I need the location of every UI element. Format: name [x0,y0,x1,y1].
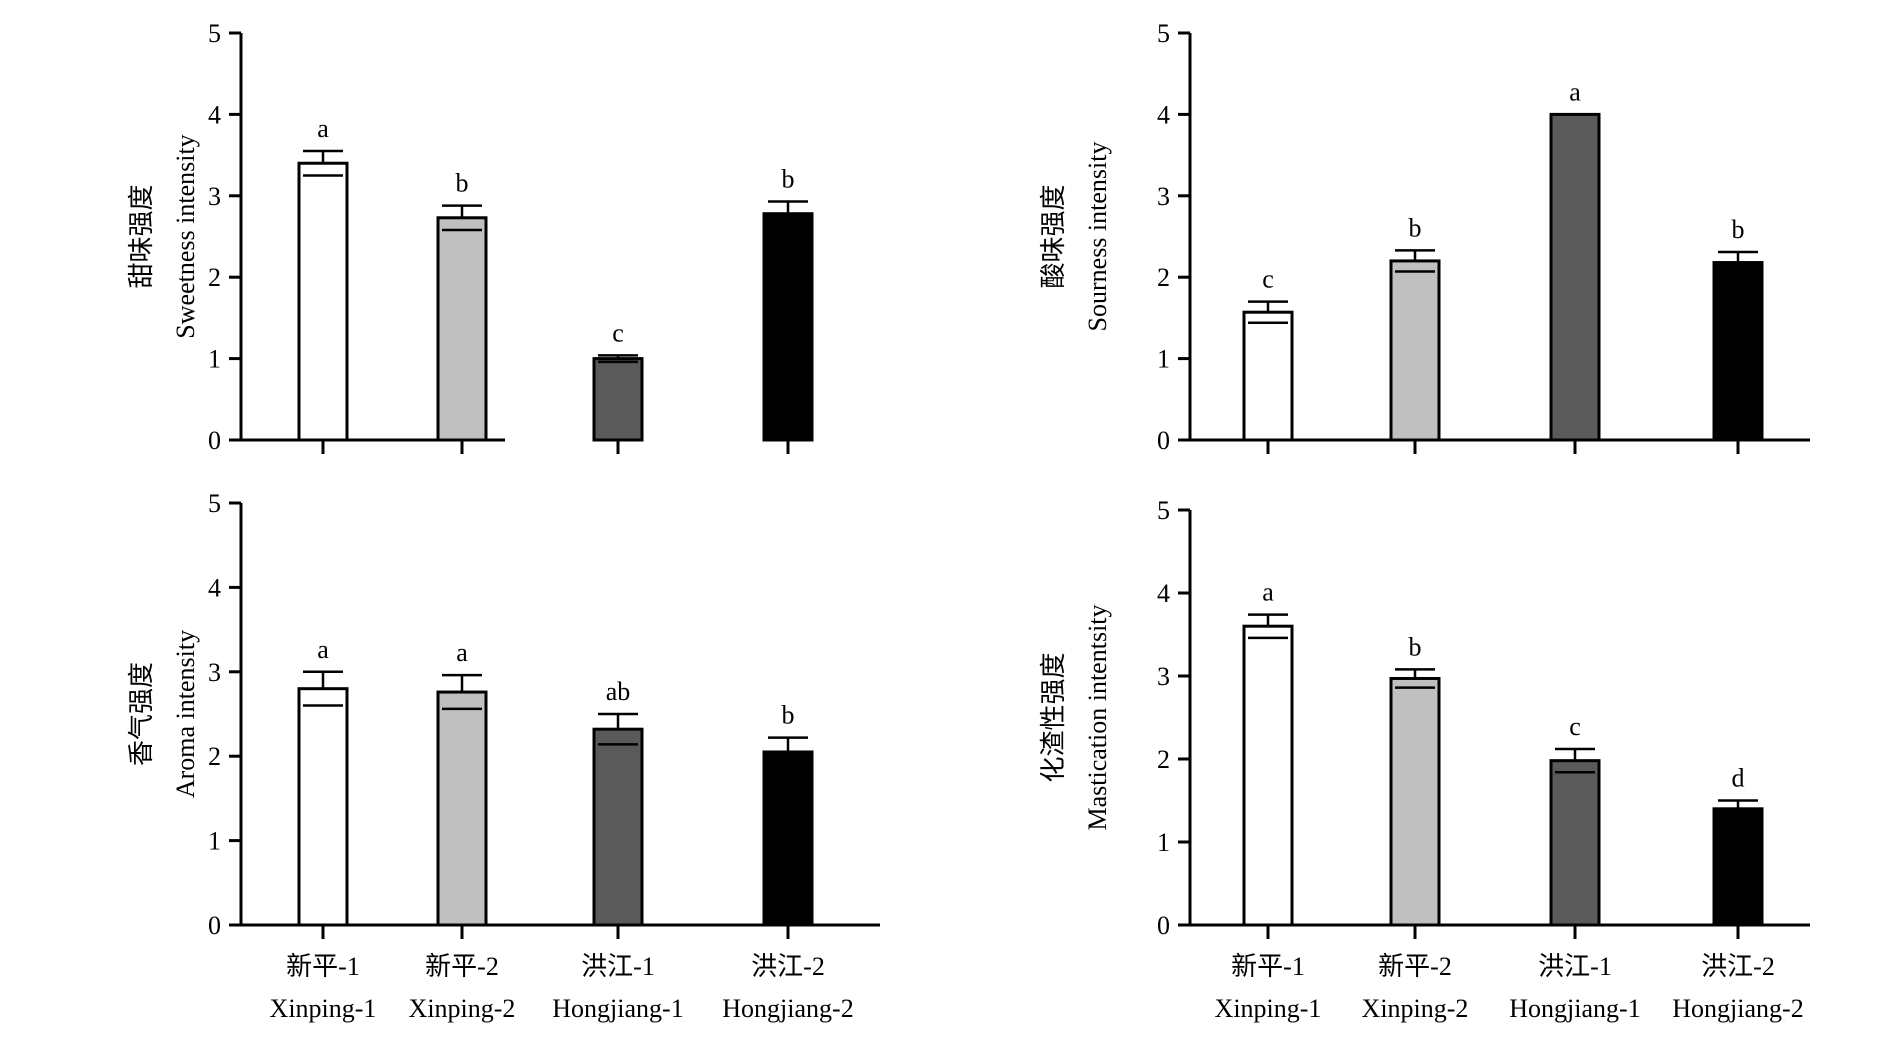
y-tick-label: 1 [1157,828,1170,857]
y-tick-label: 5 [1157,19,1170,48]
y-tick-label: 1 [208,827,221,856]
significance-letter: b [1409,632,1422,661]
y-tick-label: 3 [208,658,221,687]
chart-panel-1: 0 1 2 3 4 5 甜味强度 Sweetness intensity a b c b [127,19,814,455]
y-axis-label-zh: 酸味强度 [1039,184,1068,288]
y-tick-label: 0 [1157,426,1170,455]
significance-letter: a [317,635,329,664]
x-tick-label-en: Xinping-2 [409,994,516,1023]
bar-xinping-1 [297,161,349,442]
bar-hongjiang-1 [592,727,644,927]
significance-letter: b [782,164,795,193]
y-axis-label-zh: 香气强度 [127,662,156,766]
significance-letter: b [1409,213,1422,242]
y-axis-label-en: Sweetness intensity [171,134,200,338]
significance-letter: d [1732,764,1745,793]
bar-hongjiang-1 [1549,112,1601,442]
y-tick-label: 3 [208,182,221,211]
y-tick-label: 0 [208,911,221,940]
x-tick-label-en: Hongjiang-1 [552,994,683,1023]
y-tick-label: 5 [208,19,221,48]
y-axis-label: 甜味强度 Sweetness intensity [127,134,200,338]
bar-xinping-2 [1389,676,1441,927]
y-axis-label-en: Mastication intentsity [1083,604,1112,830]
x-tick-label-zh: 新平-1 [1231,952,1305,981]
significance-letter: c [612,318,624,347]
y-tick-label: 2 [1157,263,1170,292]
chart-panel-3: 0 1 2 3 4 5 香气强度 Aroma intensity a a ab b 新平-1 Xinpin… [127,489,880,1023]
bar-xinping-2 [1389,259,1441,442]
significance-letter: a [317,114,329,143]
significance-letter: a [1569,77,1581,106]
y-axis-label-zh: 化渣性强度 [1039,652,1068,782]
significance-letter: c [1262,265,1274,294]
y-tick-label: 4 [1157,100,1170,129]
y-tick-label: 3 [1157,182,1170,211]
y-tick-label: 0 [1157,911,1170,940]
bar-xinping-1 [1242,310,1294,442]
y-axis-label-zh: 甜味强度 [127,184,156,288]
chart-panel-2: 0 1 2 3 4 5 酸味强度 Sourness intensity c b a b [1039,19,1810,455]
bar-xinping-2 [436,216,488,442]
chart-panel-4: 0 1 2 3 4 5 化渣性强度 Mastication intentsity a b c d 新平-… [1039,496,1810,1023]
y-axis-label: 香气强度 Aroma intensity [127,630,200,798]
y-axis-label: 酸味强度 Sourness intensity [1039,142,1112,332]
bar-xinping-1 [297,687,349,927]
x-tick-label-en: Hongjiang-2 [722,994,853,1023]
x-tick-label-en: Xinping-2 [1362,994,1469,1023]
bar-hongjiang-2 [762,750,814,927]
x-tick-label-en: Xinping-1 [270,994,377,1023]
y-tick-label: 4 [1157,579,1170,608]
significance-letter: b [456,169,469,198]
bar-xinping-1 [1242,624,1294,927]
significance-letter: b [1732,215,1745,244]
bar-hongjiang-2 [762,212,814,442]
x-tick-label-zh: 洪江-2 [1701,952,1775,981]
significance-letter: b [782,701,795,730]
x-tick-label-zh: 新平-2 [1378,952,1452,981]
bar-xinping-2 [436,690,488,927]
x-tick-label-zh: 洪江-2 [751,952,825,981]
y-tick-label: 2 [208,742,221,771]
x-tick-label-zh: 洪江-1 [1538,952,1612,981]
x-tick-label-zh: 新平-2 [425,952,499,981]
x-tick-label-en: Xinping-1 [1215,994,1322,1023]
y-tick-label: 3 [1157,662,1170,691]
x-tick-label-zh: 新平-1 [286,952,360,981]
y-tick-label: 1 [1157,345,1170,374]
y-tick-label: 0 [208,426,221,455]
x-tick-label-en: Hongjiang-1 [1509,994,1640,1023]
y-tick-label: 5 [1157,496,1170,525]
significance-letter: c [1569,712,1581,741]
significance-letter: a [1262,578,1274,607]
significance-letter: ab [606,677,631,706]
x-tick-label-en: Hongjiang-2 [1672,994,1803,1023]
y-tick-label: 5 [208,489,221,518]
y-tick-label: 2 [1157,745,1170,774]
y-tick-label: 4 [208,100,221,129]
bar-hongjiang-1 [1549,759,1601,927]
y-axis-label-en: Sourness intensity [1083,142,1112,332]
bar-hongjiang-1 [592,357,644,442]
y-axis-label-en: Aroma intensity [171,630,200,798]
y-tick-label: 2 [208,263,221,292]
y-tick-label: 1 [208,345,221,374]
y-axis-label: 化渣性强度 Mastication intentsity [1039,604,1112,830]
y-tick-label: 4 [208,573,221,602]
bar-hongjiang-2 [1712,261,1764,442]
significance-letter: a [456,638,468,667]
bar-hongjiang-2 [1712,807,1764,927]
x-tick-label-zh: 洪江-1 [581,952,655,981]
